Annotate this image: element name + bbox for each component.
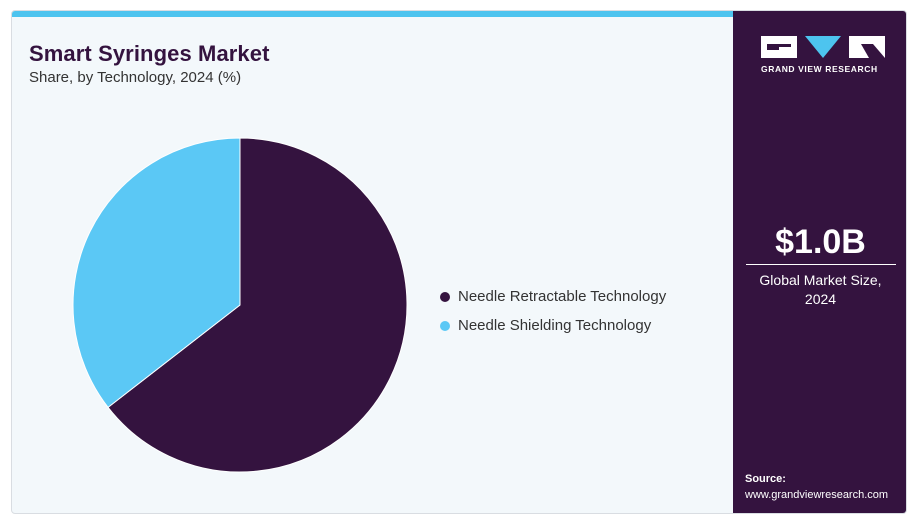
market-size-label: Global Market Size, 2024	[733, 271, 906, 309]
grand-view-research-logo: GRAND VIEW RESEARCH	[761, 36, 885, 74]
legend: Needle Retractable Technology Needle Shi…	[440, 282, 666, 340]
pie-slice-needle-shielding-technology	[72, 137, 241, 409]
source-url: www.grandviewresearch.com	[745, 489, 889, 501]
logo-icon	[761, 36, 885, 58]
pie-chart	[72, 137, 408, 473]
logo-text: GRAND VIEW RESEARCH	[761, 64, 878, 74]
legend-item-needle-shielding: Needle Shielding Technology	[440, 311, 666, 340]
legend-swatch-needle-shielding	[440, 320, 450, 331]
summary-sidebar: GRAND VIEW RESEARCH $1.0B Global Market …	[733, 11, 906, 513]
accent-bar	[12, 11, 733, 17]
source-title: Source:	[745, 473, 786, 485]
chart-subtitle: Share, by Technology, 2024 (%)	[29, 69, 242, 86]
market-size-label-line2: 2024	[804, 291, 837, 307]
legend-item-needle-retractable: Needle Retractable Technology	[440, 282, 666, 311]
pie-slice-needle-retractable-technology	[107, 137, 408, 473]
chart-card: Smart Syringes Market Share, by Technolo…	[11, 10, 907, 514]
divider	[746, 264, 896, 265]
chart-title: Smart Syringes Market	[29, 41, 270, 66]
market-size-value: $1.0B	[775, 223, 866, 261]
market-size-label-line1: Global Market Size,	[759, 272, 882, 288]
legend-label-needle-retractable: Needle Retractable Technology	[458, 288, 667, 305]
legend-label-needle-shielding: Needle Shielding Technology	[458, 317, 652, 334]
chart-panel: Smart Syringes Market Share, by Technolo…	[12, 17, 733, 513]
legend-swatch-needle-retractable	[440, 291, 450, 302]
